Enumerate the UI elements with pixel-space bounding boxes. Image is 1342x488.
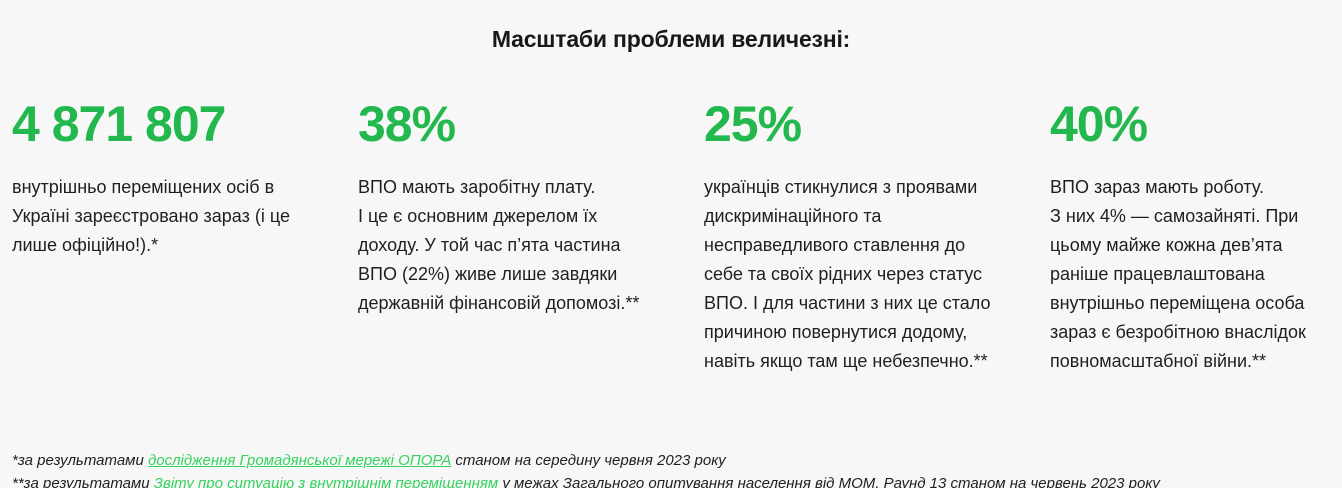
stat-description: внутрішньо переміщених осіб в Україні за… xyxy=(12,177,290,255)
footnote-text: у межах Загального опитування населення … xyxy=(498,474,1160,488)
footnotes: *за результатами дослідження Громадянськ… xyxy=(12,450,1160,488)
footnote-line-1: *за результатами дослідження Громадянськ… xyxy=(12,450,1160,473)
stat-value: 4 871 807 xyxy=(12,96,226,152)
stat-card-salary: 38% ВПО мають заробітну плату. І це є ос… xyxy=(358,99,704,376)
stat-description: ВПО мають заробітну плату. І це є основн… xyxy=(358,177,640,313)
stat-card-registered-idps: 4 871 807 внутрішньо переміщених осіб в … xyxy=(12,99,358,376)
stat-description: українців стикнулися з проявами дискримі… xyxy=(704,177,991,371)
footnote-text: станом на середину червня 2023 року xyxy=(451,452,726,469)
footnote-text: *за результатами xyxy=(12,452,148,469)
section-title: Масштаби проблеми величезні: xyxy=(491,26,851,52)
stat-value: 38% xyxy=(358,96,456,152)
stat-value: 40% xyxy=(1050,96,1148,152)
stat-card-employment: 40% ВПО зараз мають роботу. З них 4% — с… xyxy=(1050,99,1332,376)
problem-scale-section: Масштаби проблеми величезні: 4 871 807 в… xyxy=(0,26,1342,488)
footnote-link-iom-report[interactable]: Звіту про ситуацію з внутрішнім переміще… xyxy=(153,474,499,488)
stat-value: 25% xyxy=(704,96,802,152)
footnote-link-opora-research[interactable]: дослідження Громадянської мережі ОПОРА xyxy=(147,452,452,469)
stats-row: 4 871 807 внутрішньо переміщених осіб в … xyxy=(0,99,1342,376)
stat-card-discrimination: 25% українців стикнулися з проявами диск… xyxy=(704,99,1050,376)
stat-description: ВПО зараз мають роботу. З них 4% — самоз… xyxy=(1050,177,1306,371)
footnote-text: **за результатами xyxy=(12,474,154,488)
footnote-line-2: **за результатами Звіту про ситуацію з в… xyxy=(12,473,1160,488)
